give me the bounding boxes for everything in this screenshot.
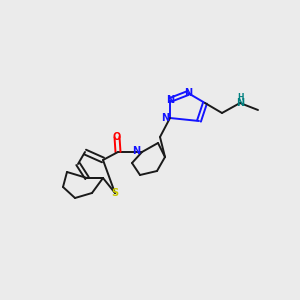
Text: O: O <box>113 132 121 142</box>
Text: S: S <box>111 188 118 198</box>
Text: N: N <box>161 113 169 123</box>
Text: N: N <box>236 98 244 108</box>
Text: N: N <box>184 88 192 98</box>
Text: N: N <box>166 95 174 105</box>
Text: N: N <box>132 146 140 156</box>
Text: H: H <box>237 92 243 101</box>
